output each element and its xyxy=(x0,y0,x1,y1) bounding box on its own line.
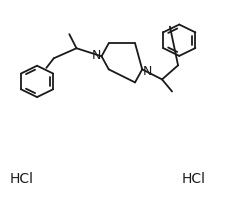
Text: HCl: HCl xyxy=(10,171,33,185)
Text: N: N xyxy=(92,49,101,62)
Text: HCl: HCl xyxy=(182,171,206,185)
Text: N: N xyxy=(143,65,152,78)
